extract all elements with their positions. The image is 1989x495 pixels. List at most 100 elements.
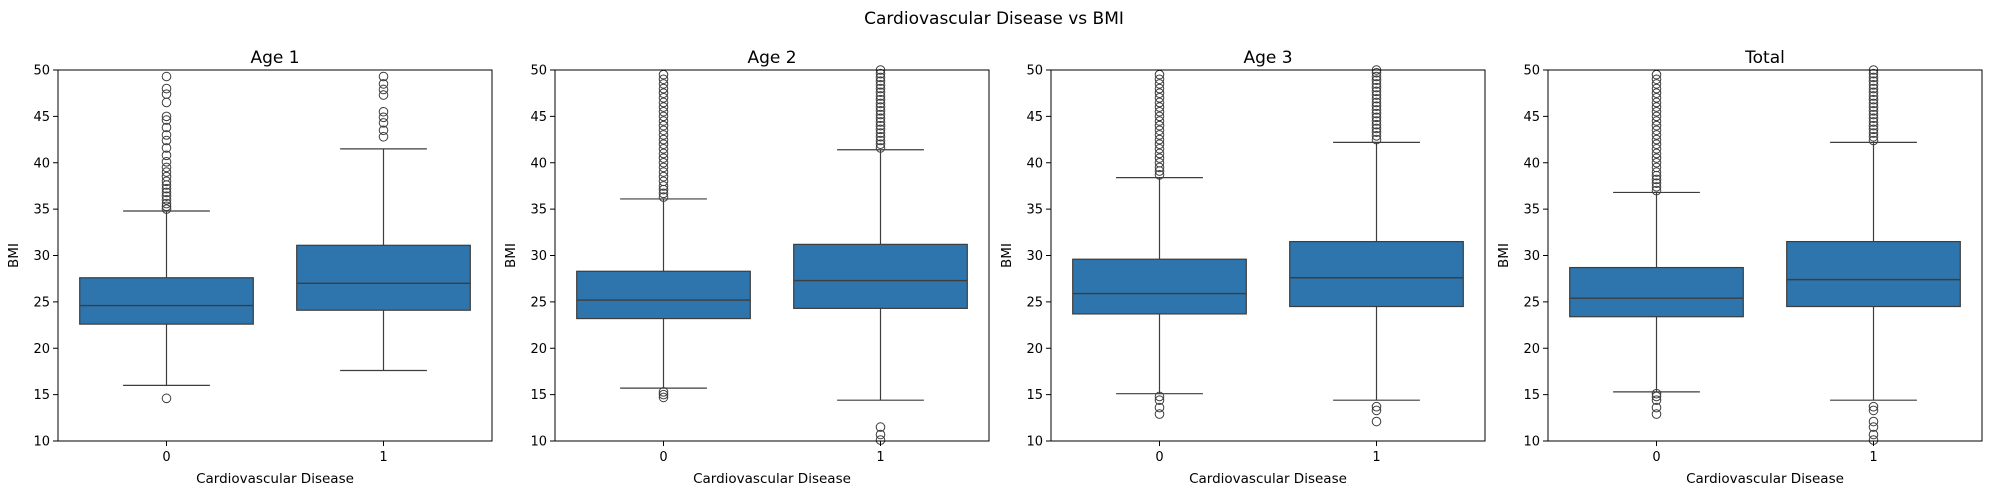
outlier-point (658, 106, 669, 117)
outlier-point (875, 131, 886, 142)
outlier-point (1868, 429, 1879, 440)
outlier-point (658, 387, 669, 397)
outlier-point (875, 139, 886, 149)
panel-1: Age 1101520253035404550BMICardiovascular… (6, 48, 493, 487)
outlier-point (161, 122, 172, 133)
outlier-point (1868, 98, 1879, 109)
outlier-point (1154, 402, 1165, 413)
outlier-point (1868, 120, 1879, 131)
outlier-point (1371, 108, 1382, 119)
y-tick-label: 40 (530, 156, 547, 171)
outlier-point (1154, 116, 1165, 126)
outlier-point (1154, 93, 1165, 103)
outlier-point (1371, 90, 1382, 100)
outlier-point (875, 143, 886, 153)
outlier-point (658, 88, 669, 98)
outlier-point (1154, 79, 1165, 89)
outlier-point (658, 157, 669, 168)
y-tick-label: 25 (1523, 295, 1540, 310)
outlier-point (161, 393, 172, 404)
outlier-point (1651, 120, 1662, 131)
outlier-point (1868, 124, 1879, 135)
outlier-point (378, 118, 389, 128)
iqr-box (1289, 240, 1464, 308)
outlier-point (875, 91, 886, 101)
outlier-point (1371, 401, 1382, 412)
outlier-point (1651, 144, 1662, 154)
y-tick-label: 25 (530, 295, 547, 310)
outlier-point (161, 187, 172, 198)
y-axis-label: BMI (999, 243, 1015, 268)
outlier-point (1651, 402, 1662, 413)
outlier-point (658, 79, 669, 89)
outlier-point (1154, 139, 1165, 149)
outlier-point (658, 83, 669, 94)
x-axis-label: Cardiovascular Disease (1686, 471, 1844, 487)
outlier-point (658, 144, 669, 154)
y-tick-label: 50 (33, 64, 50, 79)
x-tick-label: 1 (379, 450, 387, 465)
panel-2: Age 2101520253035404550BMICardiovascular… (503, 48, 990, 487)
outlier-point (161, 111, 172, 122)
outlier-point (161, 143, 172, 153)
outlier-point (658, 74, 669, 85)
plot-frame (1050, 69, 1486, 442)
y-tick-label: 35 (1026, 203, 1043, 218)
iqr-box (793, 243, 968, 309)
panel-3: Age 3101520253035404550BMICardiovascular… (999, 48, 1486, 487)
outlier-point (1371, 119, 1382, 130)
y-tick-label: 20 (530, 342, 547, 357)
y-tick-label: 15 (530, 388, 547, 403)
outlier-point (1651, 182, 1662, 192)
outlier-point (1371, 82, 1382, 93)
outlier-point (658, 130, 669, 140)
outlier-point (875, 106, 886, 116)
outlier-point (658, 102, 669, 112)
outlier-point (161, 71, 172, 82)
outlier-point (1868, 102, 1879, 112)
y-axis-label: BMI (1496, 243, 1512, 268)
outlier-point (658, 181, 669, 191)
outlier-point (161, 167, 172, 177)
outlier-point (1651, 134, 1662, 145)
y-tick-label: 50 (1026, 64, 1043, 79)
figure-title: Cardiovascular Disease vs BMI (864, 9, 1124, 29)
outlier-point (875, 124, 886, 135)
outlier-point (1868, 80, 1879, 90)
y-tick-label: 30 (530, 249, 547, 264)
outlier-point (1651, 111, 1662, 122)
outlier-point (658, 125, 669, 136)
panel-title: Age 1 (250, 48, 299, 68)
outlier-point (1154, 130, 1165, 140)
outlier-point (658, 171, 669, 182)
outlier-point (875, 87, 886, 98)
y-tick-label: 15 (1523, 388, 1540, 403)
outlier-point (161, 97, 172, 108)
outlier-point (1651, 174, 1662, 185)
outlier-point (1651, 79, 1662, 89)
y-tick-label: 10 (1523, 435, 1540, 450)
outlier-point (161, 198, 172, 209)
iqr-box (576, 270, 751, 320)
outlier-point (161, 157, 172, 167)
outlier-point (875, 113, 886, 124)
outlier-point (161, 183, 172, 194)
y-tick-label: 25 (1026, 295, 1043, 310)
y-tick-label: 45 (530, 110, 547, 125)
outlier-point (1868, 106, 1879, 116)
x-tick-label: 0 (659, 450, 667, 465)
outlier-point (1868, 405, 1879, 416)
plot-frame (57, 69, 493, 442)
y-tick-label: 50 (1523, 64, 1540, 79)
outlier-point (1868, 128, 1879, 138)
outlier-point (658, 116, 669, 126)
outlier-point (875, 422, 886, 432)
outlier-point (161, 89, 172, 99)
y-tick-label: 40 (1523, 156, 1540, 171)
y-tick-label: 10 (33, 435, 50, 450)
outlier-point (1371, 116, 1382, 126)
outlier-point (658, 134, 669, 145)
x-axis-label: Cardiovascular Disease (196, 471, 354, 487)
outlier-point (1154, 125, 1165, 136)
outlier-point (875, 83, 886, 94)
